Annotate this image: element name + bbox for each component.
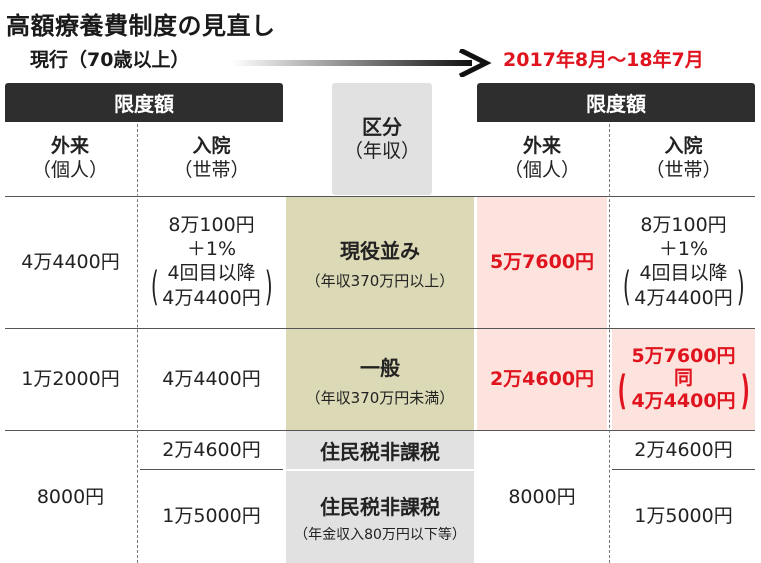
new-outpatient-highlight [477, 197, 607, 431]
old-inpatient-rate: ＋1% [186, 238, 237, 260]
category-note: （年収370万円未満） [305, 389, 455, 407]
column-divider [609, 124, 610, 563]
new-inpatient-fourth: 4回目以降 [639, 262, 728, 285]
new-inpatient-same: 同 [673, 367, 693, 390]
new-inpatient-same-block: ( 同 4万4400円 ) [613, 367, 754, 415]
left-limit-header: 限度額 [5, 83, 283, 122]
old-inpatient-fourth-amount: 4万4400円 [162, 286, 261, 309]
new-inpatient-fourth-amount: 4万4400円 [634, 286, 733, 309]
old-outpatient-row2: 1万2000円 [21, 368, 120, 391]
page-title: 高額療養費制度の見直し [6, 12, 276, 40]
left-col-outpatient: 外来 （個人） [5, 124, 135, 194]
category-title: 現役並み [340, 239, 420, 263]
new-inpatient-row1: 8万100円 ＋1% ( 4回目以降 4万4400円 ) [612, 198, 755, 328]
right-inpatient-title: 入院 [664, 135, 703, 158]
old-inpatient-row4: 1万5000円 [162, 505, 261, 528]
low-income-band [286, 431, 474, 563]
old-outpatient-row3: 8000円 [36, 485, 105, 508]
row-divider [286, 469, 474, 471]
new-inpatient-row2: 5万7600円 ( 同 4万4400円 ) [612, 330, 755, 430]
left-inpatient-title: 入院 [192, 135, 231, 158]
right-col-outpatient: 外来 （個人） [477, 124, 607, 194]
category-header-sub: （年収） [343, 139, 420, 162]
new-inpatient-rate: ＋1% [658, 238, 709, 260]
category-note: （年金収入80万円以下等） [294, 526, 466, 543]
new-inpatient-row3: 2万4600円 [634, 438, 733, 461]
category-band [286, 197, 474, 431]
category-row1: 現役並み （年収370万円以上） [286, 198, 474, 328]
new-period-label: 2017年8月〜18年7月 [503, 49, 704, 71]
old-inpatient-fourth: 4回目以降 [167, 262, 256, 285]
column-divider [137, 124, 138, 563]
row-divider [5, 430, 755, 431]
new-inpatient-highlight [612, 329, 755, 431]
new-outpatient-row2: 2万4600円 [489, 368, 595, 391]
old-inpatient-row2: 4万4400円 [162, 368, 261, 391]
paren-close-icon: ) [740, 368, 750, 415]
old-inpatient-row1: 8万100円 ＋1% ( 4回目以降 4万4400円 ) [140, 198, 283, 328]
new-inpatient-multi: ( 4回目以降 4万4400円 ) [619, 261, 749, 313]
current-label: 現行（70歳以上） [30, 49, 190, 71]
left-inpatient-sub: （世帯） [173, 159, 250, 181]
paren-open-icon: ( [622, 264, 631, 311]
left-outpatient-sub: （個人） [31, 159, 108, 181]
right-inpatient-sub: （世帯） [645, 159, 722, 181]
paren-close-icon: ) [264, 264, 273, 311]
new-inpatient-row4: 1万5000円 [634, 505, 733, 528]
category-note: （年収370万円以上） [305, 272, 455, 290]
old-inpatient-base: 8万100円 [168, 213, 255, 236]
category-row3: 住民税非課税 [286, 432, 474, 469]
left-col-inpatient: 入院 （世帯） [140, 124, 283, 194]
old-outpatient-row1: 4万4400円 [21, 251, 120, 274]
row-divider [612, 469, 755, 470]
right-col-inpatient: 入院 （世帯） [612, 124, 755, 194]
paren-close-icon: ) [736, 264, 745, 311]
arrow-right-icon [232, 49, 492, 77]
old-inpatient-row3: 2万4600円 [162, 438, 261, 461]
category-title: 住民税非課税 [320, 440, 440, 464]
category-row2: 一般 （年収370万円未満） [286, 330, 474, 430]
category-row4: 住民税非課税 （年金収入80万円以下等） [286, 471, 474, 563]
new-inpatient-base: 8万100円 [640, 213, 727, 236]
category-header-title: 区分 [362, 114, 402, 139]
left-outpatient-title: 外来 [50, 135, 89, 158]
new-outpatient-row1: 5万7600円 [489, 251, 595, 274]
new-outpatient-row3: 8000円 [508, 485, 576, 508]
new-inpatient-main: 5万7600円 [631, 344, 736, 367]
old-inpatient-multi: ( 4回目以降 4万4400円 ) [147, 261, 277, 313]
right-limit-header: 限度額 [477, 83, 755, 122]
row-divider [5, 328, 755, 329]
category-title: 住民税非課税 [320, 494, 440, 519]
paren-open-icon: ( [617, 368, 627, 415]
new-inpatient-multi-text: 4回目以降 4万4400円 [634, 261, 732, 313]
new-inpatient-same-amount: 4万4400円 [631, 390, 736, 413]
right-outpatient-sub: （個人） [503, 159, 580, 181]
category-title: 一般 [360, 356, 400, 380]
row-divider [140, 469, 283, 470]
paren-open-icon: ( [150, 264, 159, 311]
old-inpatient-multi-text: 4回目以降 4万4400円 [162, 261, 260, 313]
right-outpatient-title: 外来 [522, 135, 561, 158]
new-inpatient-same-text: 同 4万4400円 [631, 367, 735, 415]
category-header: 区分 （年収） [332, 83, 432, 195]
row-divider [5, 196, 755, 197]
